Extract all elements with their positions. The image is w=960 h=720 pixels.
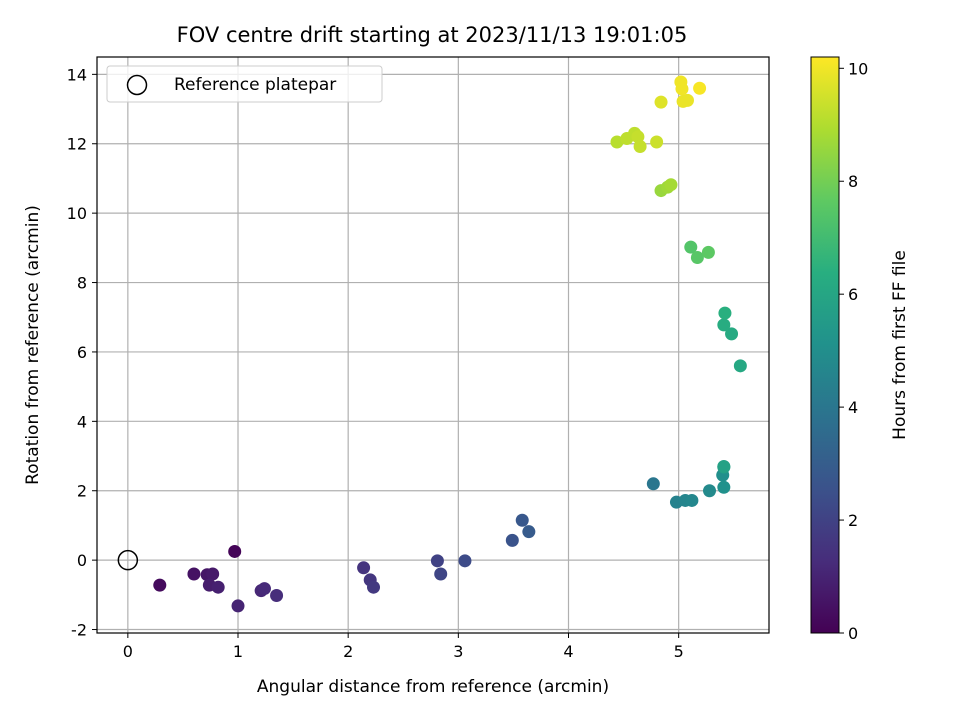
data-point (717, 480, 731, 494)
colorbar-tick-label: 0 (848, 624, 858, 643)
y-tick-label: 14 (67, 65, 87, 84)
legend-marker-reference (126, 74, 148, 96)
legend: Reference platepar (106, 65, 383, 103)
data-point (675, 82, 689, 96)
data-point (646, 477, 660, 491)
y-tick-label: 2 (77, 482, 87, 501)
data-point (701, 245, 715, 259)
data-point (685, 493, 699, 507)
x-tick-label: 3 (453, 642, 463, 661)
data-point (505, 533, 519, 547)
data-point (733, 359, 747, 373)
x-tick-label: 2 (343, 642, 353, 661)
data-point (680, 93, 694, 107)
points-layer (117, 75, 747, 613)
data-point (228, 544, 242, 558)
colorbar-label: Hours from first FF file (890, 250, 910, 440)
legend-label-reference: Reference platepar (174, 75, 336, 95)
data-point (458, 554, 472, 568)
colorbar: 0 2 4 6 8 10 Hours from first FF file (810, 56, 910, 643)
data-point (684, 240, 698, 254)
colorbar-ticks: 0 2 4 6 8 10 (839, 59, 868, 643)
x-tick-label: 5 (674, 642, 684, 661)
data-point (650, 135, 664, 149)
colorbar-gradient (810, 56, 840, 634)
data-point (211, 580, 225, 594)
data-point (187, 567, 201, 581)
colorbar-tick-label: 4 (848, 398, 858, 417)
data-point (631, 130, 645, 144)
plot-frame (96, 56, 770, 634)
data-point (153, 578, 167, 592)
data-point (717, 318, 731, 332)
y-tick-label: 6 (77, 343, 87, 362)
colorbar-tick-label: 8 (848, 172, 858, 191)
colorbar-tick-label: 10 (848, 59, 868, 78)
y-tick-label: 8 (77, 274, 87, 293)
y-tick-label: 4 (77, 412, 87, 431)
data-point (270, 589, 284, 603)
data-point (522, 525, 536, 539)
y-tick-label: 0 (77, 551, 87, 570)
data-point (725, 327, 739, 341)
data-point (718, 306, 732, 320)
data-point (610, 135, 624, 149)
data-point (703, 484, 717, 498)
data-point (367, 580, 381, 594)
data-point (231, 599, 245, 613)
y-tick-label: -2 (71, 621, 87, 640)
data-point (664, 178, 678, 192)
data-point (434, 567, 448, 581)
data-point (515, 513, 529, 527)
reference-platepar-marker (117, 549, 139, 571)
data-point (717, 459, 731, 473)
grid-layer (97, 57, 769, 633)
colorbar-tick-label: 6 (848, 285, 858, 304)
y-axis-label: Rotation from reference (arcmin) (23, 205, 43, 485)
data-point (654, 95, 668, 109)
data-point (357, 561, 371, 575)
x-tick-label: 0 (123, 642, 133, 661)
x-tick-label: 4 (563, 642, 573, 661)
chart-title: FOV centre drift starting at 2023/11/13 … (177, 23, 688, 47)
legend-box (106, 65, 383, 103)
data-point (257, 582, 271, 596)
data-point (690, 251, 704, 265)
x-tick-label: 1 (233, 642, 243, 661)
colorbar-tick-label: 2 (848, 511, 858, 530)
data-point (693, 81, 707, 95)
data-point (633, 140, 647, 154)
data-point (206, 567, 220, 581)
data-point (430, 554, 444, 568)
x-axis-label: Angular distance from reference (arcmin) (257, 677, 609, 697)
y-tick-label: 12 (67, 135, 87, 154)
y-tick-label: 10 (67, 204, 87, 223)
